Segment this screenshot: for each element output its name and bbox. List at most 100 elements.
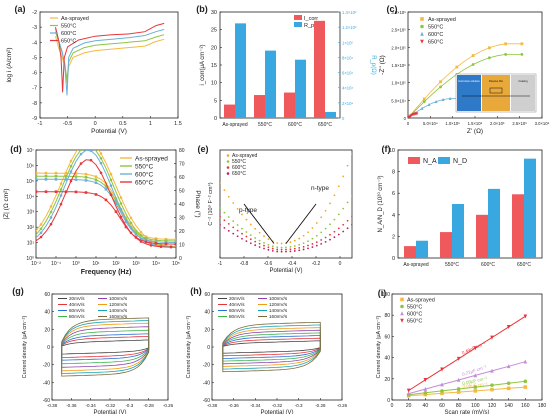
panel-b-legend-swatch [294,15,302,20]
panel-h-legend-label: 100mV/s [269,296,288,301]
panel-e-point [320,216,323,219]
panel-h-xtick-label: -0.26 [337,403,348,408]
panel-d-ytick-right-label: 40 [179,202,185,208]
panel-d-phase-point [49,205,53,208]
panel-h-cv-loop [222,340,321,354]
panel-e-point [337,233,340,236]
panel-i-legend-label: 550°C [407,305,422,311]
panel-d-modulus-point [174,242,176,246]
panel-a-ytick-label: -5 [32,55,37,61]
panel-c-legend-marker [420,31,424,36]
panel-d-phase-point [39,231,43,235]
panel-d-ylabel: |Z| (Ω cm²) [3,189,10,220]
panel-e-point [241,232,243,235]
panel-c-inset-solution [457,75,481,111]
panel-b-ytick-right-label: 4×10⁴ [342,86,353,91]
panel-f-bar [512,194,524,258]
panel-i-xlabel: Scan rate (mV/s) [444,410,489,414]
panel-d-ytick-label: 10³ [27,210,35,216]
panel-i-ytick-label: 60 [384,334,390,340]
panel-d-modulus-point [164,241,168,244]
panel-i-ytick-label: 100 [382,292,391,298]
panel-d-phase-point [90,141,93,144]
panel-i-xtick-label: 100 [471,403,480,409]
panel-e-xtick-label: -0.6 [264,261,273,267]
panel-e-point [232,202,235,204]
panel-d-legend-label: 550°C [135,163,153,171]
panel-e-legend-marker [226,154,230,157]
panel-c-point [427,102,431,107]
panel-e-point [302,234,305,237]
panel-b-ylabel-right: R_p(Ω) [370,55,376,75]
panel-e-point [232,226,235,229]
panel-e-point [232,232,235,235]
panel-f-ytick-label: 8 [392,170,395,176]
panel-e-point [271,247,274,250]
panel-e-point [351,153,352,156]
panel-h-ytick-label: -60 [203,398,210,404]
panel-c-xtick-label: 5.0×10⁴ [423,121,438,126]
panel-b-label: (b) [196,4,208,14]
panel-e-point [346,201,349,204]
panel-b-bar-icorr [254,95,265,118]
panel-h-legend-label: 40mV/s [229,302,245,307]
panel-e-point [311,246,314,249]
panel-e-point [320,239,323,241]
panel-i-ytick-label: 40 [384,356,390,362]
panel-d-modulus-point [164,239,168,243]
panel-d-modulus-point [114,199,118,203]
panel-d-phase-point [99,157,103,160]
panel-i-point [456,356,461,361]
panel-d-modulus-point [94,178,98,181]
panel-a-legend-label: 600°C [61,31,76,37]
panel-b-bar-rp [265,50,276,118]
panel-d-phase-line [36,159,176,248]
panel-e-point [245,218,248,221]
panel-f-bar [404,246,416,258]
panel-b-ylabel: i_corr(μA cm⁻²) [200,45,206,86]
panel-e-point [298,237,301,240]
panel-e-point [254,240,257,243]
panel-c-label: (c) [387,4,398,14]
panel-i-xtick-label: 80 [456,403,462,409]
panel-b-bar-icorr [284,92,295,118]
panel-e-point [293,247,296,250]
panel-d-phase-point [39,223,43,226]
panel-d-modulus-point [74,178,78,181]
panel-a-ytick-label: -7 [32,86,37,92]
panel-f-label: (f) [382,144,391,154]
panel-e-point [315,244,318,247]
panel-d-modulus-point [114,202,118,205]
panel-a-xtick-label: -1 [38,121,43,127]
panel-e-point [258,246,261,248]
panel-b-legend-label: I_corr [304,16,318,22]
panel-d-phase-point [119,202,123,205]
panel-d-ytick-right-label: 0 [179,256,182,262]
panel-e-point [320,242,323,245]
panel-e-point [307,247,309,250]
panel-d-ytick-label: 10⁵ [26,179,34,185]
panel-i-plot [406,314,528,398]
panel-d-phase-point [139,230,143,234]
panel-d-phase-point [39,227,43,231]
panel-i-point [473,346,478,351]
panel-h-ytick-label: 60 [204,292,210,298]
panel-e-point [289,248,292,251]
panel-f-legend-swatch [438,157,450,164]
panel-i-point [456,390,461,394]
panel-c-point [420,106,424,110]
panel-d-phase-point [129,216,133,220]
panel-b-legend-label: R_p [304,23,314,29]
panel-c-ylabel: -Z'' (Ω) [379,55,386,75]
panel-e-point [276,248,279,251]
panel-e-annotation-ptype: p-type [239,207,257,214]
panel-i-ytick-label: 0 [387,398,390,404]
panel-d-phase-point [109,184,113,187]
panel-a-ytick-label: -3 [32,25,37,31]
panel-d-legend-label: 600°C [135,171,153,179]
panel-b-bar-icorr [314,20,325,118]
panel-a-legend-label: As-sprayed [61,16,89,22]
panel-g-ytick-label: 40 [44,310,50,316]
panel-c-point [439,85,442,89]
panel-c-xlabel: Z' (Ω) [467,128,483,135]
